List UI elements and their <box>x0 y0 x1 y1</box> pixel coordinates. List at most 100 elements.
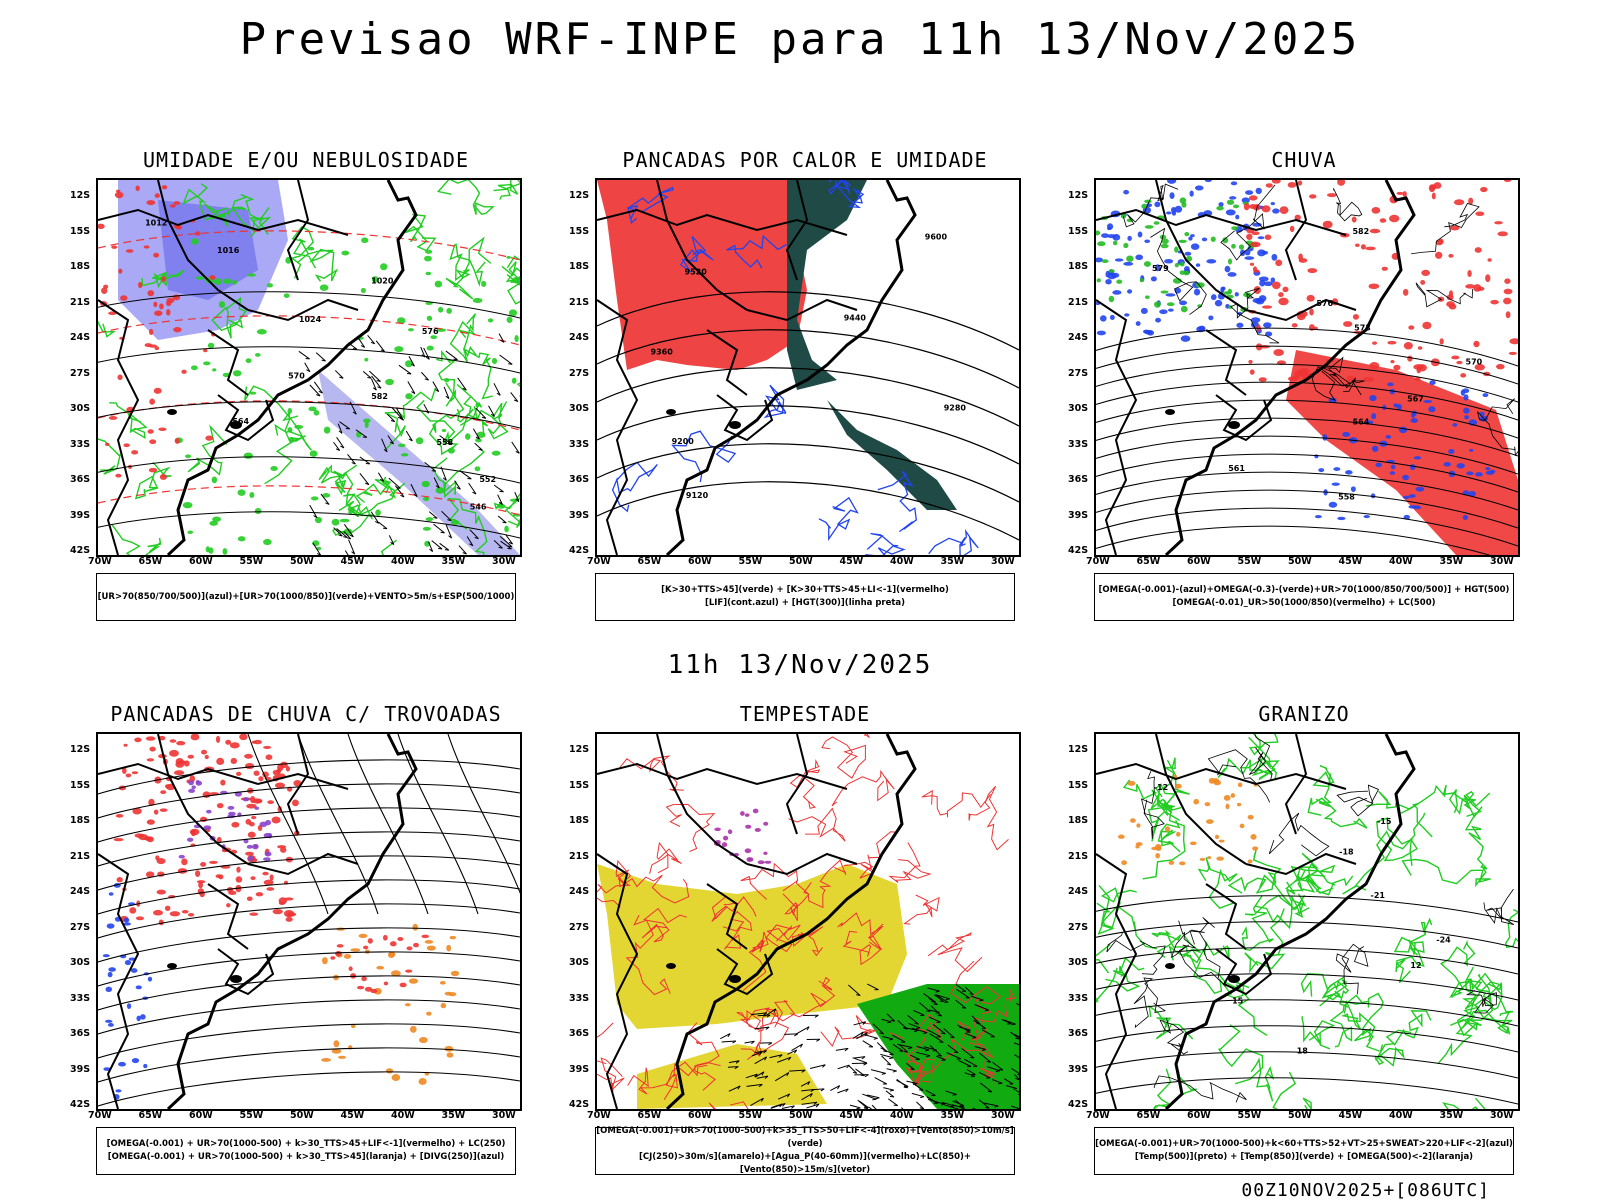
lat-label: 33S <box>1068 993 1088 1004</box>
lon-label: 55W <box>1238 1110 1262 1121</box>
contour-label: 9120 <box>686 491 709 500</box>
lat-label: 30S <box>70 957 90 968</box>
page-title: Previsao WRF-INPE para 11h 13/Nov/2025 <box>0 14 1600 65</box>
lon-label: 55W <box>240 1110 264 1121</box>
lat-label: 30S <box>1068 403 1088 414</box>
legend-line: [OMEGA(-0.001) + UR>70(1000-500) + k>30_… <box>97 1138 515 1151</box>
lat-label: 27S <box>569 368 589 379</box>
contour-label: 582 <box>1352 227 1369 236</box>
lon-label: 60W <box>1187 556 1211 567</box>
contour-label: 570 <box>1466 357 1483 366</box>
lat-label: 30S <box>1068 957 1088 968</box>
lat-label: 42S <box>1068 545 1088 556</box>
lat-label: 36S <box>569 474 589 485</box>
lon-label: 60W <box>688 1110 712 1121</box>
legend-line: [Temp(500)](preto) + [Temp(850)](verde) … <box>1095 1151 1513 1164</box>
lon-label: 30W <box>991 556 1015 567</box>
contour-label: 576 <box>422 327 439 336</box>
lat-label: 30S <box>569 957 589 968</box>
lon-label: 35W <box>1440 556 1464 567</box>
legend-trovoadas: [OMEGA(-0.001) + UR>70(1000-500) + k>30_… <box>96 1127 516 1175</box>
contour-label: 546 <box>470 502 487 511</box>
lat-label: 42S <box>569 1099 589 1110</box>
lon-label: 60W <box>189 556 213 567</box>
legend-line: [OMEGA(-0.001)+UR>70(1000-500)+k>35_TTS>… <box>596 1125 1014 1151</box>
contour-label: 12 <box>1410 961 1421 970</box>
contour-label: 9440 <box>844 313 867 322</box>
lon-label: 60W <box>189 1110 213 1121</box>
lat-label: 39S <box>1068 1064 1088 1075</box>
lon-label: 50W <box>1288 556 1312 567</box>
lat-label: 18S <box>1068 815 1088 826</box>
legend-chuva: [OMEGA(-0.001)-(azul)+OMEGA(-0.3)-(verde… <box>1094 573 1514 621</box>
lon-label: 55W <box>240 556 264 567</box>
contour-label: -18 <box>1339 847 1354 856</box>
lon-label: 55W <box>739 556 763 567</box>
lat-label: 39S <box>70 510 90 521</box>
contour-label: 18 <box>1297 1047 1309 1056</box>
lon-label: 35W <box>1440 1110 1464 1121</box>
lon-label: 70W <box>587 1110 611 1121</box>
lon-label: 30W <box>1490 1110 1514 1121</box>
lat-label: 27S <box>70 922 90 933</box>
lat-label: 15S <box>569 780 589 791</box>
contour-label: 561 <box>1228 464 1245 473</box>
contour-label: 582 <box>371 392 388 401</box>
map-tempestade <box>595 732 1021 1111</box>
panel-title-umidade: UMIDADE E/OU NEBULOSIDADE <box>86 148 526 172</box>
map-plot-trovoadas <box>98 734 520 1109</box>
lat-label: 27S <box>70 368 90 379</box>
lat-label: 42S <box>70 1099 90 1110</box>
lon-label: 65W <box>1137 556 1161 567</box>
lon-label: 30W <box>492 556 516 567</box>
legend-line: [OMEGA(-0.001)+UR>70(1000-500)+k<60+TTS>… <box>1095 1138 1513 1151</box>
lon-label: 40W <box>890 556 914 567</box>
contour-label: 9280 <box>944 403 967 412</box>
lat-label: 33S <box>70 993 90 1004</box>
lat-label: 18S <box>569 261 589 272</box>
lat-label: 24S <box>70 332 90 343</box>
lat-label: 39S <box>569 510 589 521</box>
lon-label: 45W <box>840 556 864 567</box>
lat-label: 36S <box>70 1028 90 1039</box>
lat-label: 12S <box>70 190 90 201</box>
lon-label: 65W <box>139 556 163 567</box>
contour-label: 552 <box>479 475 496 484</box>
lon-label: 40W <box>391 556 415 567</box>
run-info-label: 00Z10NOV2025+[086UTC] <box>1241 1180 1490 1201</box>
lat-label: 27S <box>1068 922 1088 933</box>
lon-label: 35W <box>442 1110 466 1121</box>
contour-label: -24 <box>1436 935 1451 944</box>
legend-line: [CJ(250)>30m/s](amarelo)+[Agua_P(40-60mm… <box>596 1151 1014 1177</box>
lat-label: 12S <box>1068 190 1088 201</box>
lat-label: 27S <box>569 922 589 933</box>
legend-granizo: [OMEGA(-0.001)+UR>70(1000-500)+k<60+TTS>… <box>1094 1127 1514 1175</box>
lon-label: 70W <box>1086 1110 1110 1121</box>
lon-label: 40W <box>1389 556 1413 567</box>
lon-label: 50W <box>789 1110 813 1121</box>
lon-label: 45W <box>341 556 365 567</box>
panel-title-chuva: CHUVA <box>1084 148 1524 172</box>
lat-label: 33S <box>569 439 589 450</box>
contour-label: 558 <box>1338 492 1355 501</box>
lon-label: 45W <box>840 1110 864 1121</box>
lat-label: 24S <box>70 886 90 897</box>
lat-label: 33S <box>569 993 589 1004</box>
lat-label: 30S <box>70 403 90 414</box>
lon-label: 50W <box>290 556 314 567</box>
lat-label: 42S <box>1068 1099 1088 1110</box>
contour-label: -15 <box>1377 817 1392 826</box>
legend-umidade: [UR>70(850/700/500)](azul)+[UR>70(1000/8… <box>96 573 516 621</box>
lon-label: 65W <box>638 1110 662 1121</box>
contour-label: 567 <box>1407 395 1424 404</box>
lon-label: 70W <box>88 1110 112 1121</box>
panel-title-trovoadas: PANCADAS DE CHUVA C/ TROVOADAS <box>86 702 526 726</box>
lat-label: 12S <box>569 744 589 755</box>
legend-line: [LIF](cont.azul) + [HGT(300)](linha pret… <box>596 597 1014 610</box>
lat-label: 21S <box>70 297 90 308</box>
lon-label: 45W <box>341 1110 365 1121</box>
